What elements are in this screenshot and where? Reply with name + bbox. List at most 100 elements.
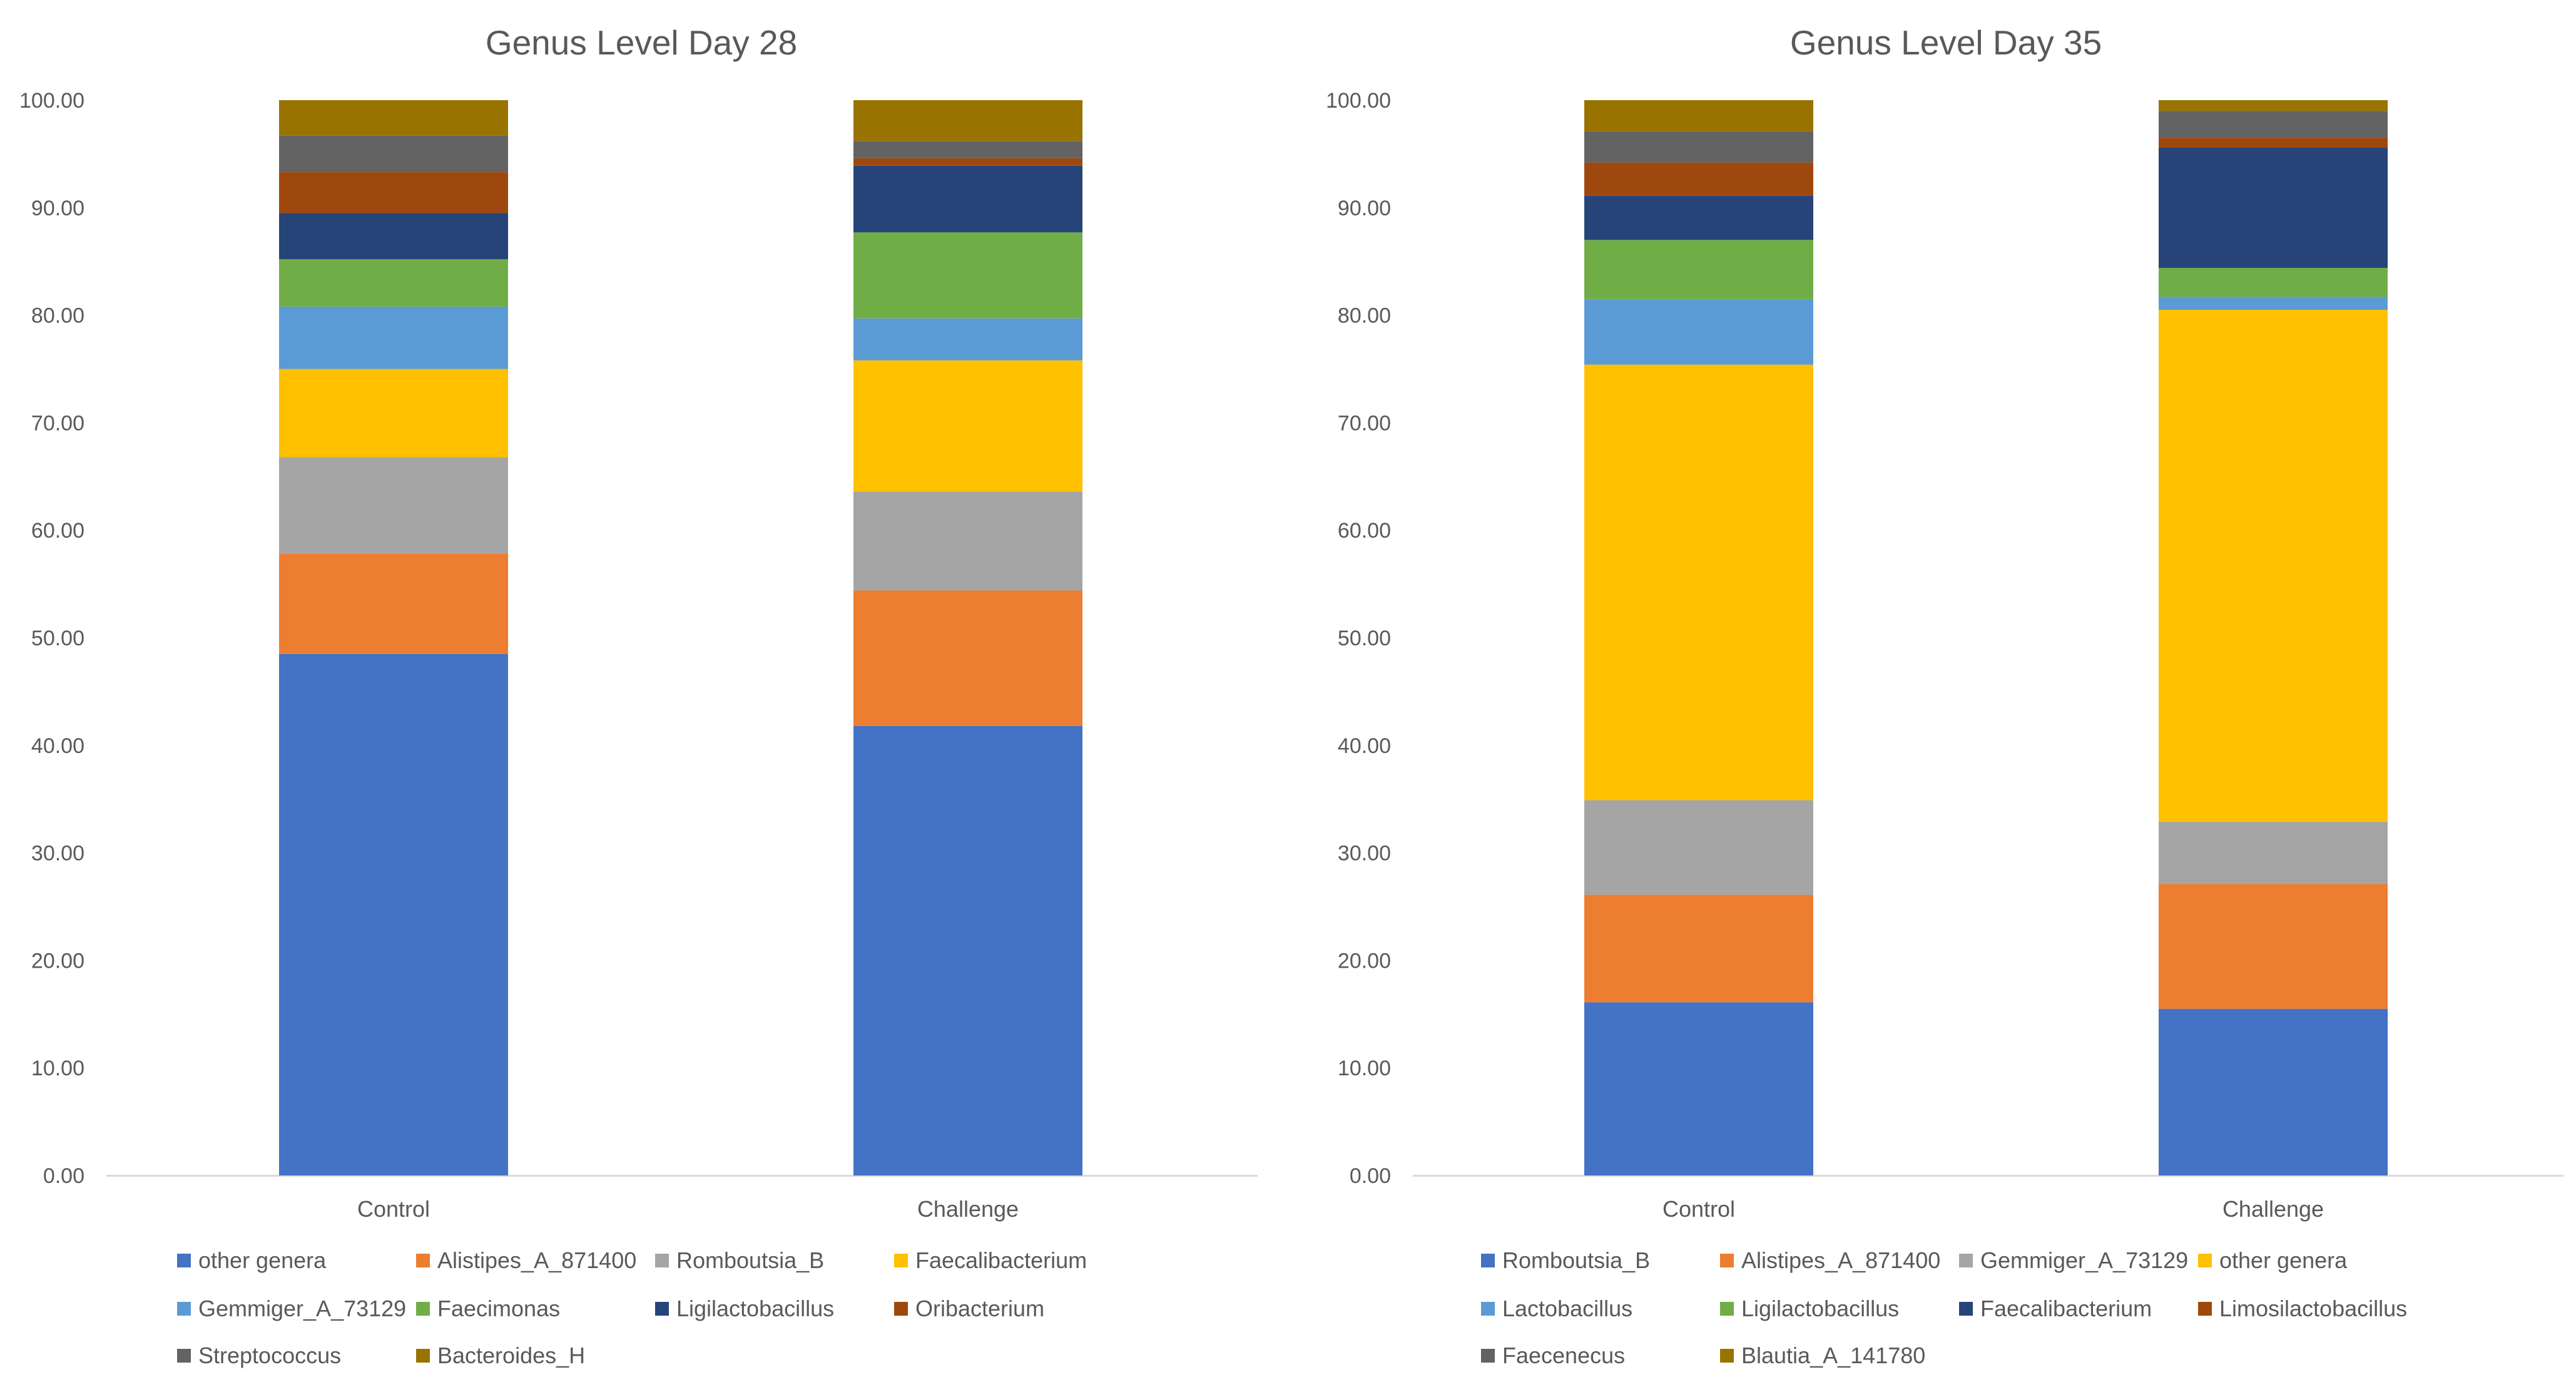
bar-segment-gemmiger-a-73129-challenge [2159, 821, 2388, 884]
legend-swatch [1720, 1349, 1734, 1363]
legend-swatch [655, 1302, 669, 1316]
legend-label: Faecenecus [1502, 1343, 1625, 1368]
y-tick-label: 30.00 [1338, 842, 1391, 866]
legend-swatch [177, 1349, 191, 1363]
bar-segment-other-genera-control [279, 653, 508, 1175]
y-tick-label: 50.00 [31, 627, 84, 650]
bar-segment-oribacterium-control [279, 172, 508, 213]
y-tick-label: 10.00 [1338, 1057, 1391, 1080]
bar-segment-other-genera-control [1584, 364, 1813, 801]
y-tick-label: 0.00 [43, 1164, 84, 1188]
chart-day-35: Genus Level Day 35 0.00 10.00 20.00 30.00 40.… [1326, 23, 2563, 1368]
legend-swatch [177, 1302, 191, 1316]
bar-segment-ligilactobacillus-challenge [853, 165, 1082, 233]
bar-segment-ligilactobacillus-control [279, 213, 508, 260]
bar-segment-faecimonas-challenge [853, 232, 1082, 319]
y-tick-label: 40.00 [1338, 734, 1391, 758]
legend-swatch [177, 1254, 191, 1267]
y-tick-label: 40.00 [31, 734, 84, 758]
legend-label: Alistipes_A_871400 [437, 1247, 636, 1273]
bar-segment-gemmiger-a-73129-control [1584, 800, 1813, 895]
legend-label: Ligilactobacillus [1741, 1296, 1899, 1321]
bar-segment-limosilactobacillus-control [1584, 162, 1813, 196]
y-tick-label: 80.00 [1338, 304, 1391, 328]
legend-label: other genera [198, 1247, 327, 1273]
legend-swatch [416, 1302, 430, 1316]
bar-segment-ligilactobacillus-challenge [2159, 268, 2388, 297]
y-tick-label: 50.00 [1338, 627, 1391, 650]
bar-segment-bacteroides-h-challenge [853, 100, 1082, 141]
legend-label: Lactobacillus [1502, 1296, 1632, 1321]
y-tick-label: 10.00 [31, 1057, 84, 1080]
legend-swatch [1720, 1254, 1734, 1267]
legend-label: other genera [2219, 1247, 2348, 1273]
bar-segment-alistipes-a-871400-challenge [853, 590, 1082, 726]
legend-swatch [416, 1254, 430, 1267]
legend-label: Gemmiger_A_73129 [198, 1296, 406, 1321]
y-tick-label: 70.00 [31, 411, 84, 435]
bar-segment-faecalibacterium-control [279, 369, 508, 458]
legend-label: Bacteroides_H [437, 1343, 585, 1368]
bar-segment-faecenecus-control [1584, 131, 1813, 163]
legend-swatch [1481, 1254, 1495, 1267]
legend-swatch [894, 1302, 908, 1316]
legend-label: Oribacterium [915, 1296, 1044, 1321]
y-tick-label: 20.00 [1338, 949, 1391, 973]
legend-swatch [2198, 1254, 2212, 1267]
y-tick-label: 90.00 [31, 197, 84, 220]
legend-label: Limosilactobacillus [2219, 1296, 2407, 1321]
y-tick-label: 20.00 [31, 949, 84, 973]
y-tick-label: 100.00 [19, 89, 84, 113]
legend-swatch [1481, 1302, 1495, 1316]
y-tick-label: 60.00 [1338, 519, 1391, 543]
legend-swatch [1959, 1302, 1973, 1316]
category-label-control: Control [357, 1196, 430, 1222]
bar-segment-bacteroides-h-control [279, 100, 508, 136]
bar-segment-other-genera-challenge [853, 725, 1082, 1175]
legend-swatch [894, 1254, 908, 1267]
bar-segment-faecalibacterium-challenge [2159, 147, 2388, 269]
bar-segment-romboutsia-b-challenge [2159, 1008, 2388, 1175]
legend-label: Alistipes_A_871400 [1741, 1247, 1940, 1273]
y-tick-label: 60.00 [31, 519, 84, 543]
legend-label: Streptococcus [198, 1343, 341, 1368]
bar-segment-romboutsia-b-challenge [853, 491, 1082, 591]
category-label-control: Control [1662, 1196, 1735, 1222]
y-tick-label: 100.00 [1326, 89, 1391, 113]
legend-label: Romboutsia_B [676, 1247, 824, 1273]
bar-segment-streptococcus-challenge [853, 141, 1082, 158]
bar-segment-oribacterium-challenge [853, 158, 1082, 166]
y-tick-label: 80.00 [31, 304, 84, 328]
y-tick-label: 0.00 [1350, 1164, 1391, 1188]
bar-segment-faecalibacterium-challenge [853, 360, 1082, 492]
bar-segment-faecalibacterium-control [1584, 195, 1813, 240]
y-tick-label: 30.00 [31, 842, 84, 866]
bar-segment-romboutsia-b-control [1584, 1002, 1813, 1175]
legend-label: Faecimonas [437, 1296, 560, 1321]
category-label-challenge: Challenge [2222, 1196, 2324, 1222]
bar-segment-gemmiger-a-73129-challenge [853, 318, 1082, 361]
legend-swatch [2198, 1302, 2212, 1316]
legend-label: Gemmiger_A_73129 [1980, 1247, 2188, 1273]
legend-swatch [1481, 1349, 1495, 1363]
legend-swatch [655, 1254, 669, 1267]
category-label-challenge: Challenge [917, 1196, 1019, 1222]
bar-segment-other-genera-challenge [2159, 310, 2388, 822]
legend-label: Faecalibacterium [915, 1247, 1087, 1273]
chart-title: Genus Level Day 28 [486, 23, 797, 62]
bar-segment-alistipes-a-871400-challenge [2159, 884, 2388, 1009]
bar-segment-faecenecus-challenge [2159, 111, 2388, 138]
y-tick-label: 70.00 [1338, 411, 1391, 435]
bar-segment-alistipes-a-871400-control [279, 553, 508, 654]
bar-segment-streptococcus-control [279, 135, 508, 173]
bar-segment-gemmiger-a-73129-control [279, 306, 508, 369]
bar-segment-limosilactobacillus-challenge [2159, 138, 2388, 148]
y-tick-label: 90.00 [1338, 197, 1391, 220]
bar-segment-romboutsia-b-control [279, 457, 508, 554]
bar-segment-lactobacillus-challenge [2159, 297, 2388, 310]
legend-label: Blautia_A_141780 [1741, 1343, 1925, 1368]
legend-label: Romboutsia_B [1502, 1247, 1650, 1273]
bar-segment-alistipes-a-871400-control [1584, 894, 1813, 1003]
bar-segment-ligilactobacillus-control [1584, 240, 1813, 299]
